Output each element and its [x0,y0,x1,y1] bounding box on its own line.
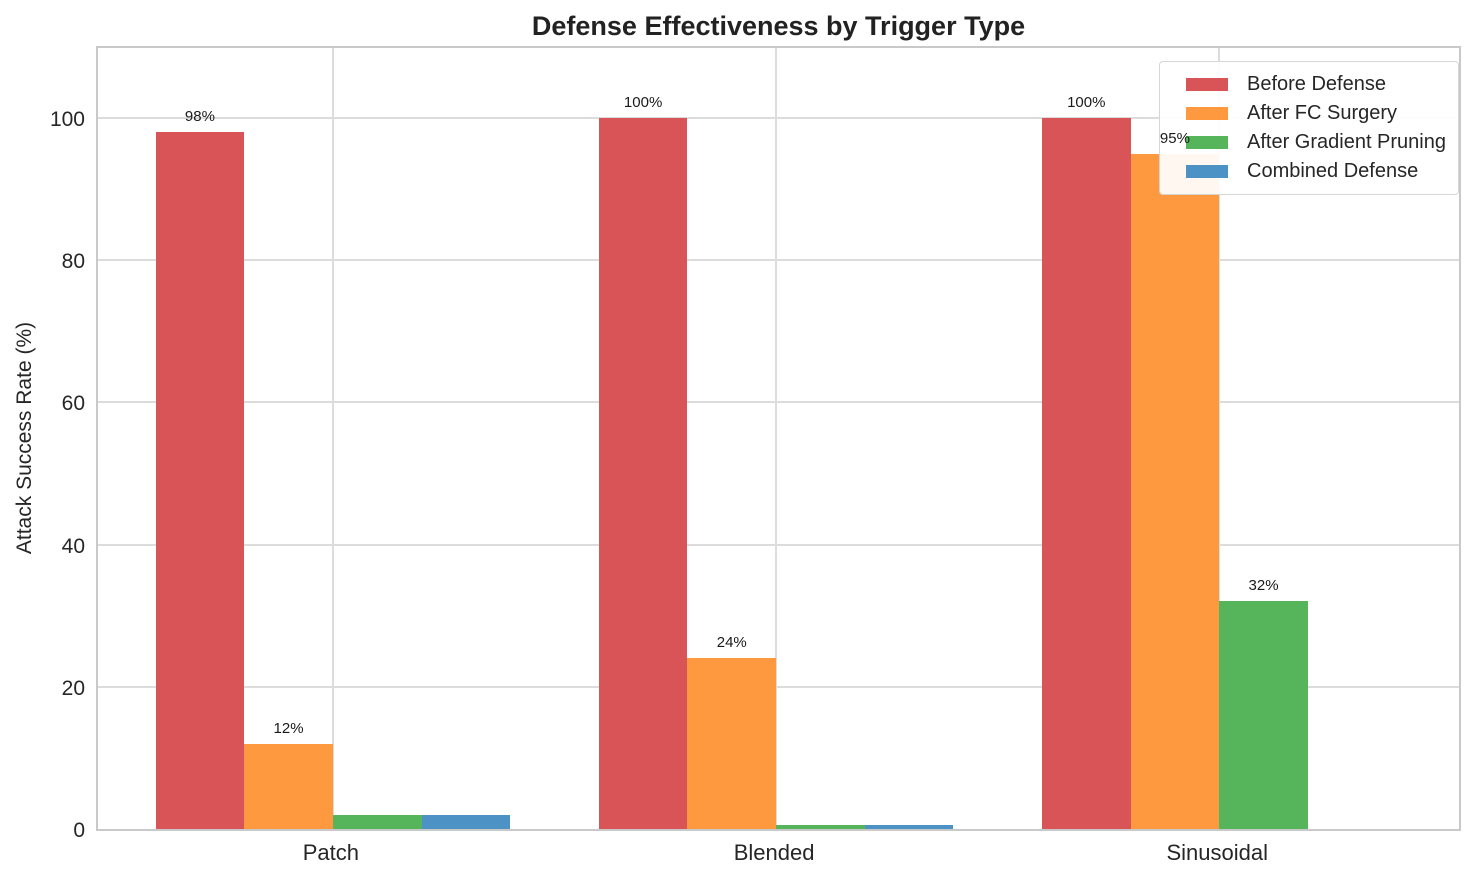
bar-blended-after-fc-surgery [687,658,777,829]
bar-label-blended-after-fc-surgery: 24% [716,634,747,652]
legend-label-combined-defense: Combined Defense [1247,160,1419,182]
bar-sinusoidal-after-gradient-pruning [1219,601,1308,829]
chart-title: Defense Effectiveness by Trigger Type [531,11,1026,41]
legend-item-after-fc-surgery: After FC Surgery [1186,99,1446,128]
y-tick-label-100: 100 [49,107,85,131]
y-tick-label-60: 60 [61,392,85,416]
x-tick-label-blended: Blended [733,840,815,865]
bar-label-patch-after-fc-surgery: 12% [273,719,304,737]
legend-label-before-defense: Before Defense [1247,73,1386,95]
x-tick-label-sinusoidal: Sinusoidal [1166,840,1269,865]
gridline-y-20 [98,685,1459,688]
legend-swatch-combined-defense [1186,165,1228,178]
legend: Before Defense After FC Surgery After Grad… [1159,61,1459,195]
legend-swatch-after-gradient-pruning [1186,136,1228,149]
bar-patch-before-defense [155,132,245,829]
bar-patch-combined-defense [421,814,511,829]
legend-label-after-gradient-pruning: After Gradient Pruning [1247,131,1446,153]
bar-label-patch-before-defense: 98% [184,108,215,126]
bar-blended-before-defense [598,117,688,829]
bar-blended-after-gradient-pruning [776,825,865,829]
y-tick-label-0: 0 [73,819,85,842]
y-tick-label-80: 80 [61,250,85,274]
bar-label-blended-before-defense: 100% [623,93,663,111]
gridline-y-60 [98,401,1459,404]
legend-item-after-gradient-pruning: After Gradient Pruning [1186,128,1446,157]
bar-sinusoidal-before-defense [1041,117,1131,829]
bar-blended-combined-defense [864,825,954,829]
bar-patch-after-gradient-pruning [332,814,422,829]
bar-label-sinusoidal-after-fc-surgery: 95% [1159,129,1190,147]
y-axis-label: Attack Success Rate (%) [13,321,36,555]
y-tick-label-20: 20 [61,676,85,700]
gridline-x-blended [775,48,778,829]
bar-patch-after-fc-surgery [244,743,333,829]
gridline-x-patch [331,48,334,829]
bar-label-sinusoidal-before-defense: 100% [1067,93,1106,111]
bar-label-sinusoidal-after-gradient-pruning: 32% [1248,577,1279,595]
gridline-y-40 [98,543,1459,546]
bar-sinusoidal-after-fc-surgery [1130,153,1220,829]
legend-swatch-before-defense [1186,78,1228,91]
legend-label-after-fc-surgery: After FC Surgery [1247,102,1398,124]
x-tick-label-patch: Patch [302,840,360,865]
gridline-y-100 [98,116,1459,119]
legend-item-combined-defense: Combined Defense [1186,157,1446,186]
legend-swatch-after-fc-surgery [1186,107,1228,120]
legend-item-before-defense: Before Defense [1186,70,1446,99]
gridline-y-80 [98,259,1459,262]
gridline-x-sinusoidal [1218,48,1221,829]
y-tick-label-40: 40 [61,534,85,558]
